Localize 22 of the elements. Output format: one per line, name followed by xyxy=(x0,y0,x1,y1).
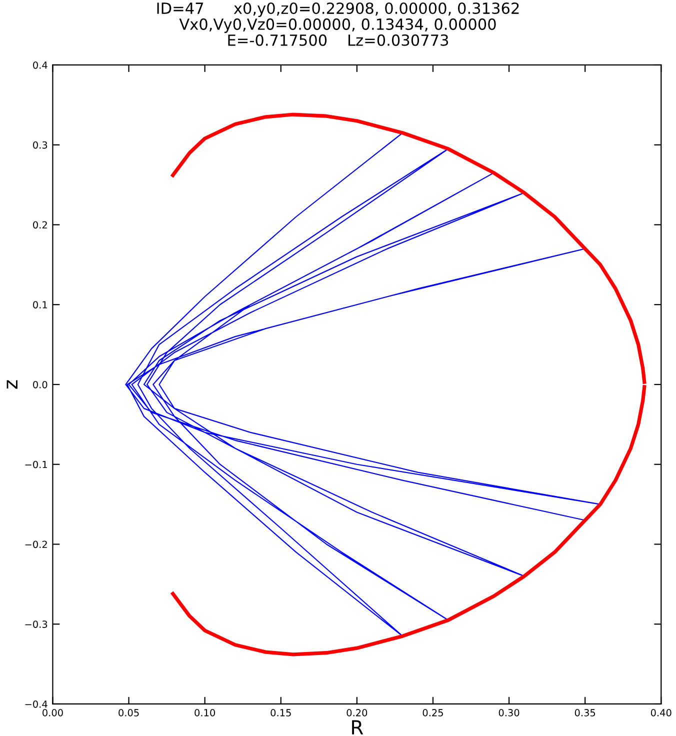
y-tick-label: 0.0 xyxy=(33,380,48,388)
line-series xyxy=(125,132,601,637)
x-tick-label: 0.40 xyxy=(650,709,672,716)
x-tick-label: 0.15 xyxy=(270,709,291,716)
y-tick-label: −0.4 xyxy=(25,700,48,708)
chart-title: ID=47 x0,y0,z0=0.22908, 0.00000, 0.31362 Vx0,Vy0,Vz0=0.00000, 0.13434, 0.00000 E=-0.717500 Lz=0.030773 xyxy=(157,2,519,46)
y-tick-label: 0.1 xyxy=(33,301,47,308)
x-tick-label: 0.25 xyxy=(422,709,443,716)
y-tick-label: 0.4 xyxy=(33,61,48,69)
x-tick-label: 0.20 xyxy=(346,709,368,716)
x-tick-label: 0.30 xyxy=(498,709,520,716)
y-axis-title: z xyxy=(6,380,18,389)
x-tick-label: 0.10 xyxy=(194,709,216,716)
x-tick-label: 0.00 xyxy=(42,709,63,716)
x-tick-label: 0.35 xyxy=(574,709,596,716)
y-tick-label: −0.2 xyxy=(25,540,47,548)
y-tick-label: −0.1 xyxy=(25,460,47,468)
y-tick-label: 0.2 xyxy=(33,221,47,229)
y-tick-label: 0.3 xyxy=(33,141,48,149)
x-axis-title: R xyxy=(352,720,364,734)
x-tick-label: 0.05 xyxy=(118,709,139,716)
y-tick-label: −0.3 xyxy=(25,620,48,628)
